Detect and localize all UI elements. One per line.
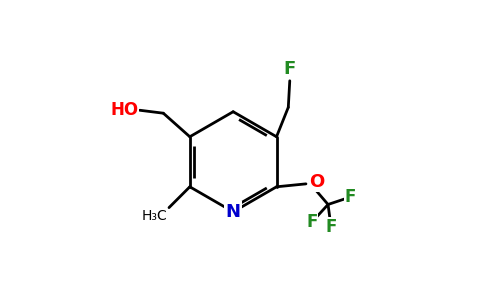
Text: F: F: [325, 218, 337, 236]
Text: O: O: [309, 173, 324, 191]
Text: HO: HO: [110, 101, 138, 119]
Text: H₃C: H₃C: [142, 209, 167, 223]
Text: F: F: [284, 60, 296, 78]
Text: N: N: [226, 203, 241, 221]
Text: F: F: [306, 213, 318, 231]
Text: F: F: [345, 188, 356, 206]
